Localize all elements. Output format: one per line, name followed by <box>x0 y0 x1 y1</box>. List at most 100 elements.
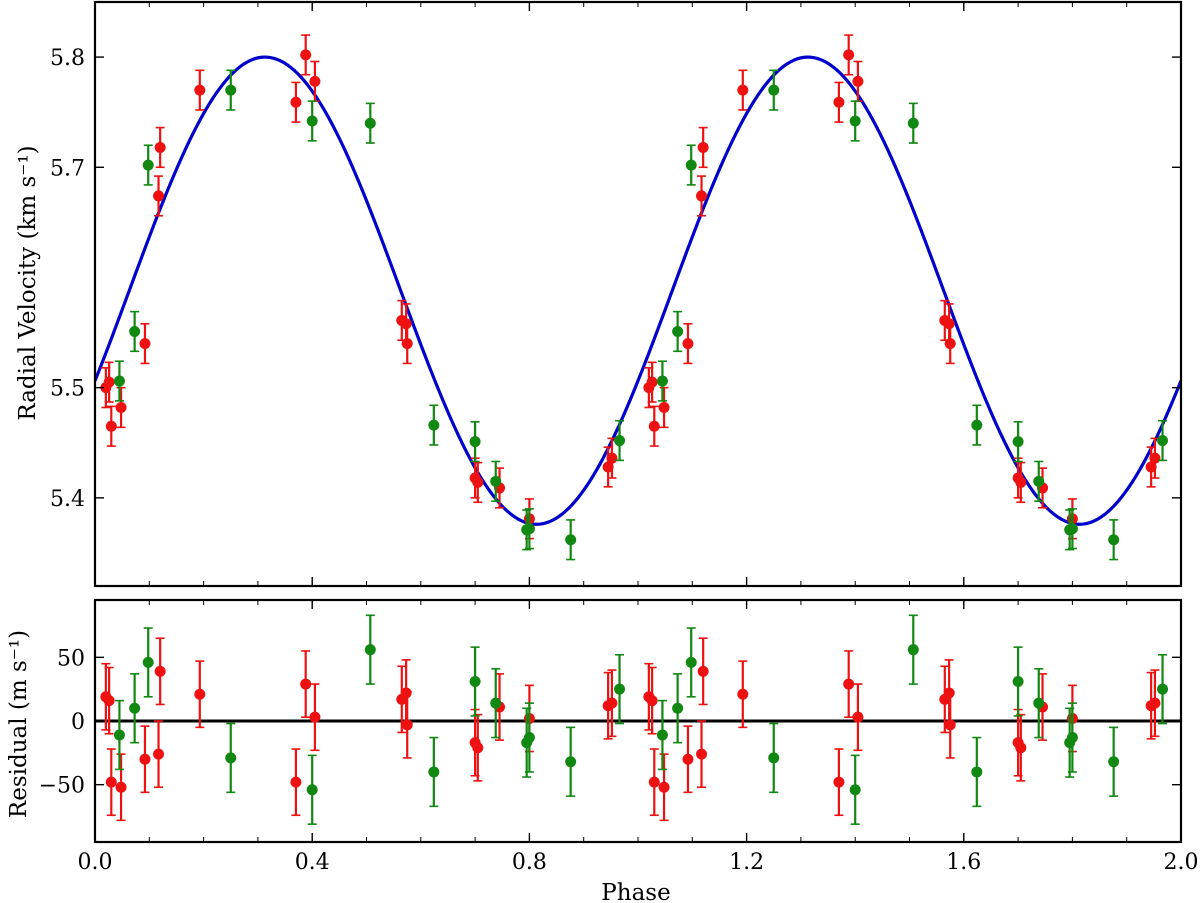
plot-area <box>95 614 1181 825</box>
data-point <box>309 711 321 723</box>
data-point <box>1108 534 1120 546</box>
y-tick-label: 0 <box>71 710 85 735</box>
series-1 <box>113 614 1169 825</box>
data-point <box>1012 676 1024 688</box>
data-point <box>290 96 302 108</box>
y-tick-label: 5.5 <box>50 377 85 402</box>
residual-axis-label: Residual (m s⁻¹) <box>6 630 32 818</box>
data-point <box>606 452 618 464</box>
data-point <box>833 776 845 788</box>
data-point <box>768 752 780 764</box>
phase-axis-label: Phase <box>601 880 670 903</box>
data-point <box>142 656 154 668</box>
x-tick-label: 0.4 <box>295 850 330 875</box>
data-point <box>115 401 127 413</box>
data-point <box>153 748 165 760</box>
data-point <box>115 781 127 793</box>
data-point <box>103 376 115 388</box>
data-point <box>971 766 983 778</box>
data-point <box>364 644 376 656</box>
data-point <box>113 375 125 387</box>
data-point <box>656 729 668 741</box>
data-point <box>306 784 318 796</box>
y-tick-label: 5.4 <box>50 487 85 512</box>
data-point <box>194 84 206 96</box>
data-point <box>309 75 321 87</box>
data-point <box>614 435 626 447</box>
data-point <box>1066 732 1078 744</box>
data-point <box>672 325 684 337</box>
data-point <box>523 523 535 535</box>
y-tick-label: −50 <box>39 774 85 799</box>
data-point <box>129 325 141 337</box>
data-point <box>685 159 697 171</box>
data-point <box>697 665 709 677</box>
data-point <box>606 697 618 709</box>
data-point <box>154 665 166 677</box>
data-point <box>1157 683 1169 695</box>
data-point <box>401 719 413 731</box>
data-point <box>428 766 440 778</box>
data-point <box>697 141 709 153</box>
data-point <box>105 776 117 788</box>
data-point <box>469 676 481 688</box>
data-point <box>685 656 697 668</box>
data-point <box>300 49 312 61</box>
data-point <box>672 702 684 714</box>
data-point <box>833 96 845 108</box>
data-point <box>852 711 864 723</box>
data-point <box>1033 475 1045 487</box>
data-point <box>944 719 956 731</box>
data-point <box>656 375 668 387</box>
data-point <box>364 117 376 129</box>
data-point <box>768 84 780 96</box>
plot-area <box>95 34 1181 561</box>
data-point <box>113 729 125 741</box>
data-point <box>944 338 956 350</box>
data-point <box>1015 476 1027 488</box>
data-point <box>907 117 919 129</box>
data-point <box>103 695 115 707</box>
x-tick-label: 0.0 <box>78 850 113 875</box>
data-point <box>225 752 237 764</box>
data-point <box>849 784 861 796</box>
data-point <box>1149 697 1161 709</box>
data-point <box>696 190 708 202</box>
data-point <box>696 748 708 760</box>
data-point <box>139 753 151 765</box>
data-point <box>472 476 484 488</box>
data-point <box>565 756 577 768</box>
radial-velocity-panel: 5.4 5.5 5.7 5.8 <box>50 0 1183 588</box>
data-point <box>154 141 166 153</box>
y-tick-label: 5.7 <box>50 156 85 181</box>
data-point <box>852 75 864 87</box>
data-point <box>1157 435 1169 447</box>
data-point <box>737 688 749 700</box>
data-point <box>1108 756 1120 768</box>
data-point <box>1149 452 1161 464</box>
data-point <box>682 338 694 350</box>
x-tick-label: 0.8 <box>512 850 547 875</box>
series-1 <box>113 69 1169 561</box>
data-point <box>1066 523 1078 535</box>
data-point <box>401 338 413 350</box>
y-tick-label: 50 <box>57 646 85 671</box>
radial-velocity-axis-label: Radial Velocity (km s⁻¹) <box>15 145 41 420</box>
data-point <box>646 376 658 388</box>
x-tick-label: 1.2 <box>729 850 764 875</box>
data-point <box>490 475 502 487</box>
model-curve <box>95 55 1181 526</box>
data-point <box>971 419 983 431</box>
data-point <box>682 753 694 765</box>
data-point <box>105 420 117 432</box>
data-point <box>849 115 861 127</box>
data-point <box>1033 697 1045 709</box>
data-point <box>646 695 658 707</box>
data-point <box>153 190 165 202</box>
data-point <box>142 159 154 171</box>
data-point <box>907 644 919 656</box>
data-point <box>300 678 312 690</box>
series-0 <box>100 637 1161 822</box>
x-tick-label: 1.6 <box>946 850 981 875</box>
